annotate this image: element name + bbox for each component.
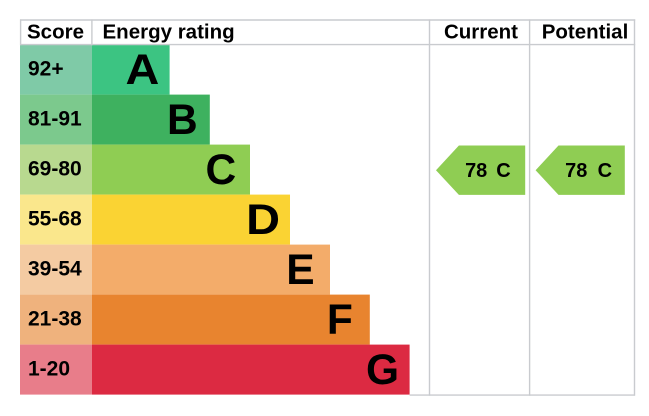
svg-text:Energy rating: Energy rating [103, 21, 235, 44]
svg-text:D: D [246, 197, 280, 244]
svg-text:55-68: 55-68 [28, 208, 82, 231]
svg-text:69-80: 69-80 [28, 158, 82, 181]
svg-text:C: C [206, 147, 237, 194]
svg-text:C: C [496, 160, 510, 182]
svg-text:39-54: 39-54 [28, 258, 82, 281]
svg-text:F: F [327, 297, 353, 344]
svg-text:G: G [366, 347, 399, 394]
svg-text:21-38: 21-38 [28, 308, 82, 331]
svg-text:81-91: 81-91 [28, 108, 82, 131]
svg-text:78: 78 [565, 160, 587, 182]
svg-text:78: 78 [465, 160, 487, 182]
svg-text:C: C [598, 160, 612, 182]
svg-text:Score: Score [27, 21, 84, 44]
svg-text:A: A [126, 47, 160, 94]
svg-text:Current: Current [444, 21, 518, 44]
svg-text:E: E [286, 247, 314, 294]
svg-text:1-20: 1-20 [28, 358, 70, 381]
svg-text:Potential: Potential [542, 21, 629, 44]
svg-text:B: B [167, 97, 198, 144]
svg-text:92+: 92+ [28, 58, 64, 81]
